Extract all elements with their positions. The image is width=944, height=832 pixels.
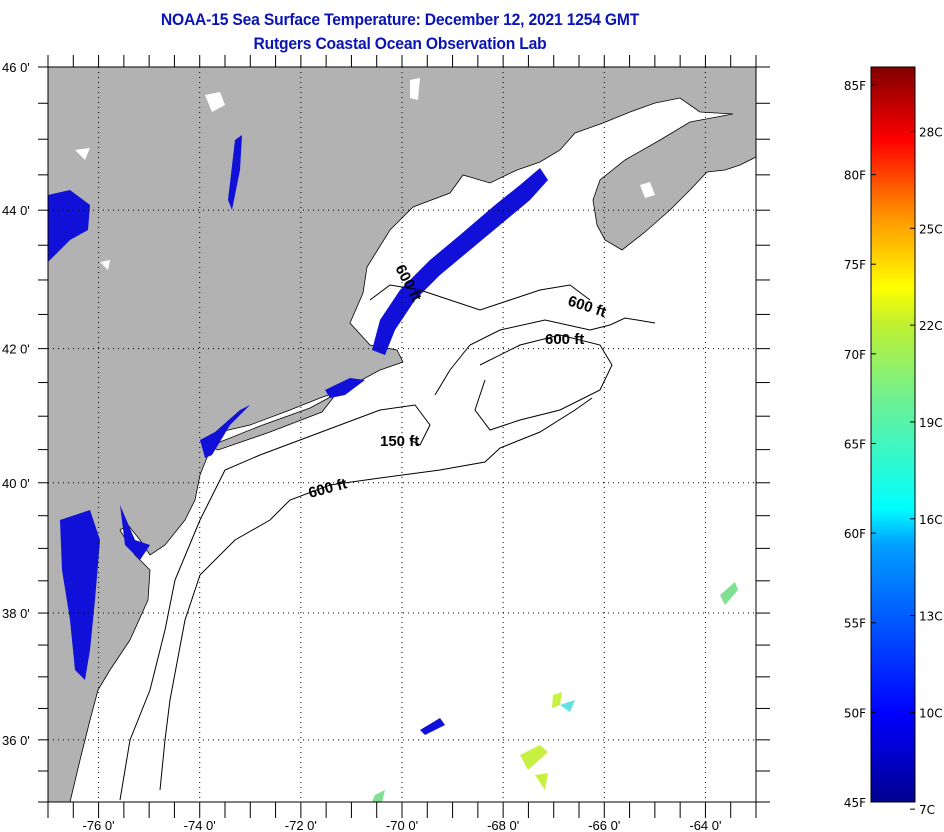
colorbar: [870, 66, 916, 803]
land-long-island: [209, 393, 337, 451]
colorbar-label-f: 80F: [844, 169, 866, 183]
colorbar-label-c: 25C: [919, 222, 943, 236]
lon-label: -66 0': [588, 818, 620, 832]
lat-label: 38 0': [2, 606, 30, 621]
map-subtitle: Rutgers Coastal Ocean Observation Lab: [253, 34, 547, 53]
lon-label: -72 0': [285, 818, 317, 832]
lat-label: 40 0': [2, 476, 30, 491]
colorbar-label-f: 55F: [844, 617, 866, 631]
colorbar-label-c: 19C: [919, 416, 943, 430]
colorbar-label-c: 22C: [919, 319, 943, 333]
colorbar-label-f: 60F: [844, 527, 866, 541]
axis-ticks: [38, 55, 770, 818]
lon-label: -76 0': [83, 818, 115, 832]
lon-label: -64 0': [689, 818, 721, 832]
colorbar-label-f: 70F: [844, 348, 866, 362]
lon-label: -74 0': [184, 818, 216, 832]
colorbar-label-c: 28C: [919, 126, 943, 140]
gridlines: [48, 67, 756, 802]
colorbar-label-f: 75F: [844, 258, 866, 272]
contour-label-600ft: 600 ft: [545, 331, 584, 348]
lat-label: 44 0': [2, 203, 30, 218]
lat-label: 36 0': [2, 733, 30, 748]
colorbar-label-f: 85F: [844, 79, 866, 93]
colorbar-label-c: 16C: [919, 513, 943, 527]
bathymetry-contours: [119, 284, 656, 801]
map-title: NOAA-15 Sea Surface Temperature: Decembe…: [160, 10, 640, 29]
colorbar-label-f: 50F: [844, 706, 866, 720]
colorbar-label-c: 13C: [919, 610, 943, 624]
lon-label: -70 0': [386, 818, 418, 832]
contour-label-150ft: 150 ft: [380, 433, 419, 450]
sst-warm-pixels: [372, 582, 738, 802]
colorbar-label-f: 65F: [844, 437, 866, 451]
colorbar-label-f: 45F: [844, 796, 866, 810]
lon-label: -68 0': [487, 818, 519, 832]
colorbar-label-c: 7C: [919, 803, 935, 817]
sst-cold-patches: [48, 135, 548, 735]
lat-label: 46 0': [2, 60, 30, 75]
colorbar-label-c: 10C: [919, 706, 943, 720]
lat-label: 42 0': [2, 342, 30, 357]
